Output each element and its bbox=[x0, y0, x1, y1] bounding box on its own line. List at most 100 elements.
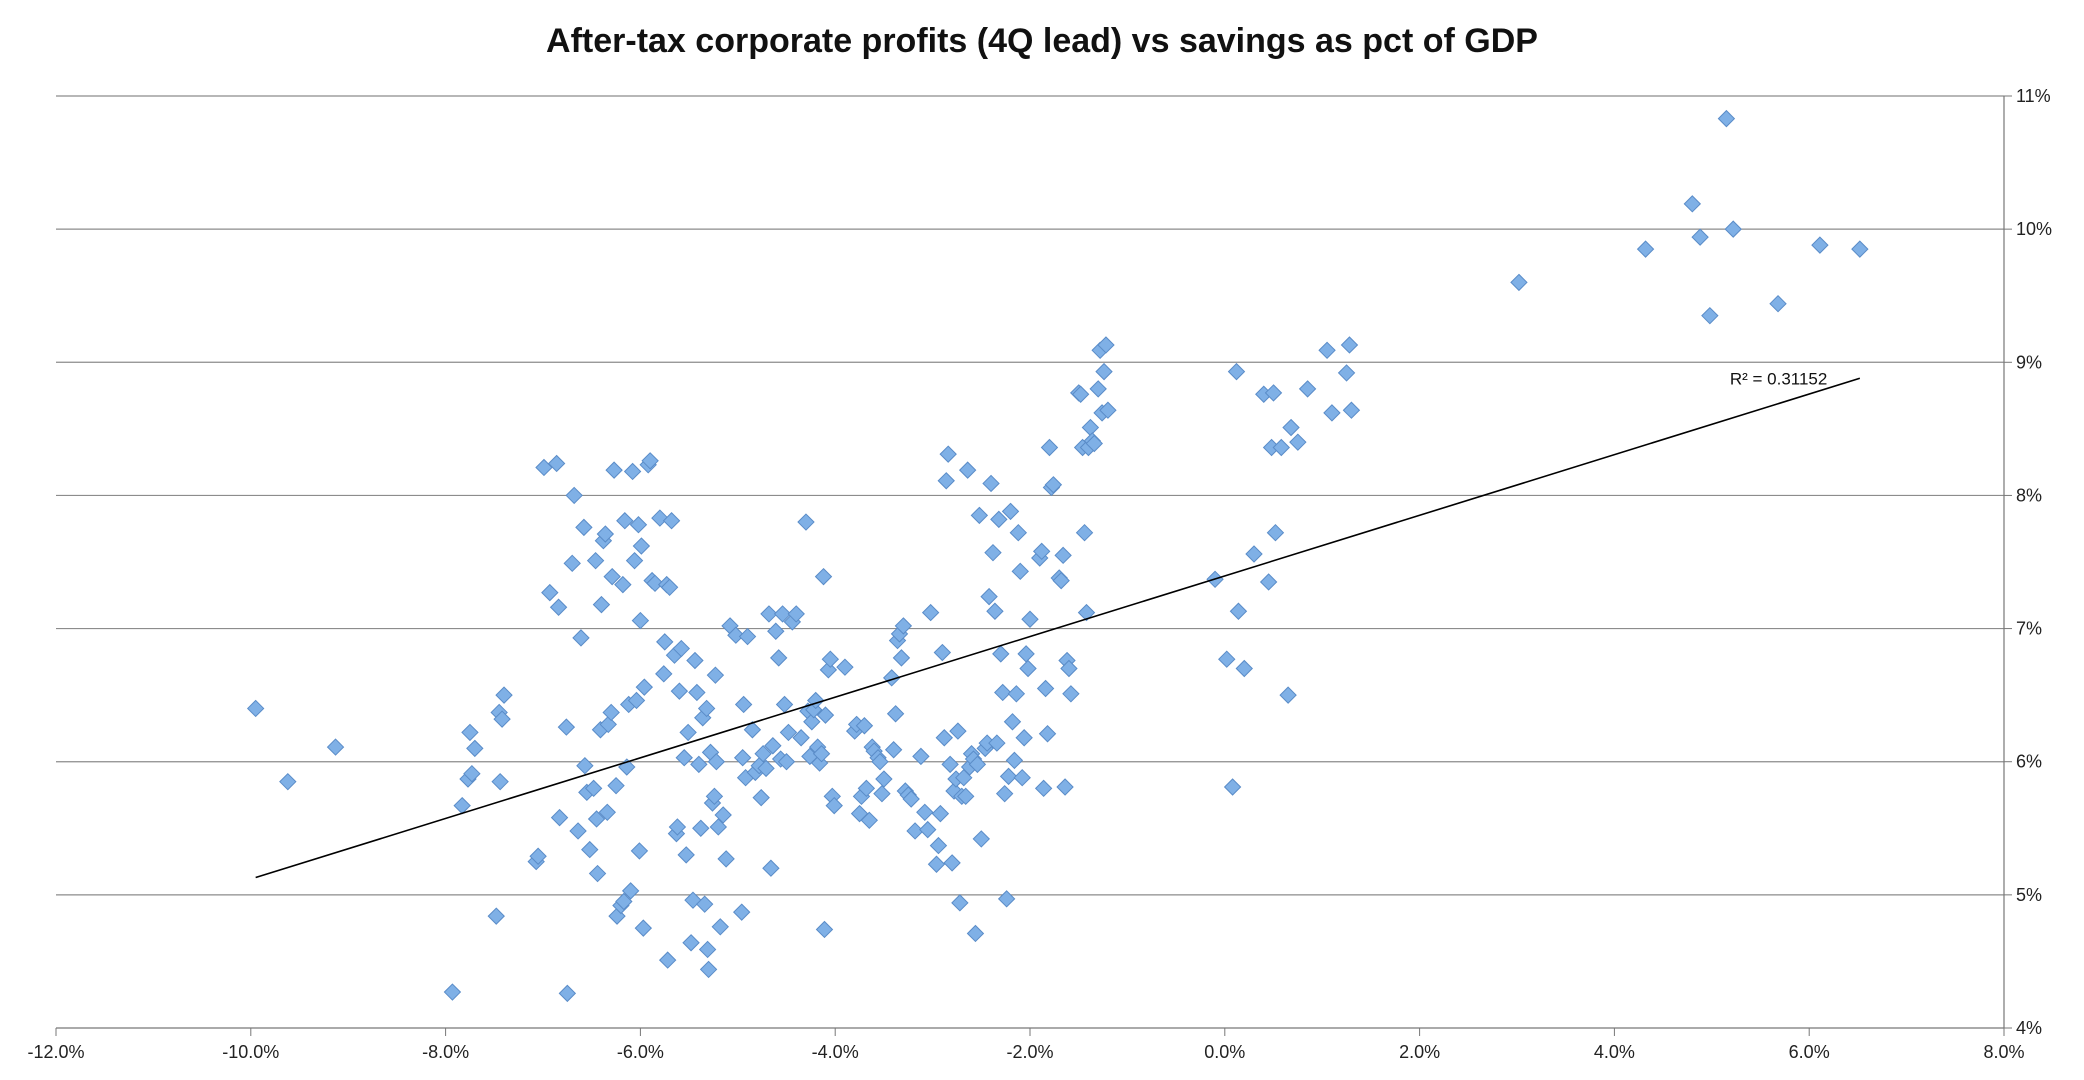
data-point bbox=[1323, 404, 1341, 422]
data-point bbox=[902, 790, 920, 808]
data-point bbox=[565, 486, 583, 505]
x-tick-label: 0.0% bbox=[1204, 1042, 1245, 1062]
data-point bbox=[972, 830, 991, 848]
data-point bbox=[912, 747, 930, 766]
data-point bbox=[884, 741, 903, 759]
data-point bbox=[1013, 768, 1031, 787]
data-point bbox=[1318, 341, 1336, 360]
data-point bbox=[699, 960, 718, 979]
data-point bbox=[587, 810, 606, 828]
data-point bbox=[1769, 294, 1787, 313]
data-point bbox=[706, 666, 725, 684]
data-point bbox=[495, 686, 513, 704]
data-point bbox=[792, 729, 810, 747]
data-point bbox=[1259, 573, 1278, 591]
data-point bbox=[596, 525, 615, 543]
data-point bbox=[675, 749, 693, 767]
y-tick-label: 4% bbox=[2016, 1018, 2042, 1038]
data-point bbox=[1340, 336, 1359, 354]
data-point bbox=[1036, 679, 1055, 698]
data-point bbox=[1062, 685, 1080, 703]
data-point bbox=[614, 575, 632, 594]
data-point bbox=[767, 622, 785, 640]
data-point bbox=[927, 855, 946, 873]
data-point bbox=[641, 452, 659, 470]
data-point bbox=[598, 803, 616, 822]
data-point bbox=[1717, 109, 1736, 128]
data-point bbox=[1097, 336, 1115, 354]
data-point bbox=[658, 951, 677, 969]
data-point bbox=[836, 658, 854, 676]
data-point bbox=[1034, 779, 1053, 798]
data-point bbox=[939, 445, 957, 463]
data-point bbox=[541, 583, 559, 602]
data-point bbox=[1510, 273, 1528, 292]
data-point bbox=[631, 611, 650, 630]
data-point bbox=[949, 722, 967, 740]
data-point bbox=[1044, 476, 1063, 494]
x-tick-label: -10.0% bbox=[222, 1042, 279, 1062]
data-point bbox=[688, 683, 706, 702]
data-point bbox=[634, 919, 653, 937]
data-point bbox=[592, 595, 611, 614]
data-point bbox=[857, 779, 876, 798]
data-point bbox=[1099, 401, 1117, 419]
data-point bbox=[970, 506, 989, 525]
data-point bbox=[814, 567, 833, 586]
data-point bbox=[660, 578, 679, 597]
data-point bbox=[690, 755, 708, 774]
data-point bbox=[487, 907, 505, 925]
data-point bbox=[980, 587, 998, 606]
data-point bbox=[1282, 418, 1300, 437]
data-point bbox=[733, 749, 752, 767]
x-tick-label: 8.0% bbox=[1983, 1042, 2024, 1062]
data-point bbox=[995, 784, 1014, 803]
data-point bbox=[873, 784, 891, 803]
data-point bbox=[493, 710, 511, 728]
data-point bbox=[752, 788, 770, 807]
data-point bbox=[892, 649, 911, 667]
data-point bbox=[935, 729, 953, 747]
data-point bbox=[1038, 725, 1057, 743]
y-tick-label: 9% bbox=[2016, 352, 2042, 372]
data-point bbox=[999, 767, 1018, 786]
data-point bbox=[968, 755, 987, 774]
data-point bbox=[621, 882, 640, 900]
data-point bbox=[615, 892, 633, 911]
data-point bbox=[1279, 686, 1297, 704]
data-point bbox=[773, 605, 792, 623]
data-point bbox=[1011, 562, 1029, 581]
data-point bbox=[894, 617, 913, 635]
data-point bbox=[825, 796, 843, 815]
data-point bbox=[860, 811, 878, 830]
r-squared-label: R² = 0.31152 bbox=[1730, 369, 1828, 388]
data-point bbox=[1683, 195, 1702, 213]
data-point bbox=[816, 706, 835, 724]
data-point bbox=[461, 723, 479, 742]
data-point bbox=[662, 512, 681, 530]
data-point bbox=[651, 509, 669, 527]
data-point bbox=[677, 846, 695, 864]
data-point bbox=[656, 633, 674, 651]
data-point bbox=[919, 820, 937, 839]
x-tick-label: 6.0% bbox=[1789, 1042, 1830, 1062]
data-point bbox=[563, 554, 581, 573]
data-point bbox=[1017, 645, 1035, 663]
data-point bbox=[1342, 401, 1361, 419]
data-point bbox=[1003, 713, 1022, 731]
data-point bbox=[734, 695, 753, 714]
data-point bbox=[705, 787, 724, 806]
data-point bbox=[557, 718, 576, 736]
x-tick-label: -2.0% bbox=[1006, 1042, 1053, 1062]
data-point bbox=[1060, 659, 1078, 678]
data-point bbox=[697, 699, 716, 718]
data-point bbox=[679, 723, 697, 742]
data-point bbox=[698, 940, 717, 959]
data-point bbox=[803, 713, 821, 731]
chart-title: After-tax corporate profits (4Q lead) vs… bbox=[546, 22, 1538, 60]
data-point bbox=[982, 474, 1000, 493]
data-point bbox=[1701, 306, 1719, 325]
data-point bbox=[646, 574, 664, 593]
data-point bbox=[586, 551, 605, 570]
